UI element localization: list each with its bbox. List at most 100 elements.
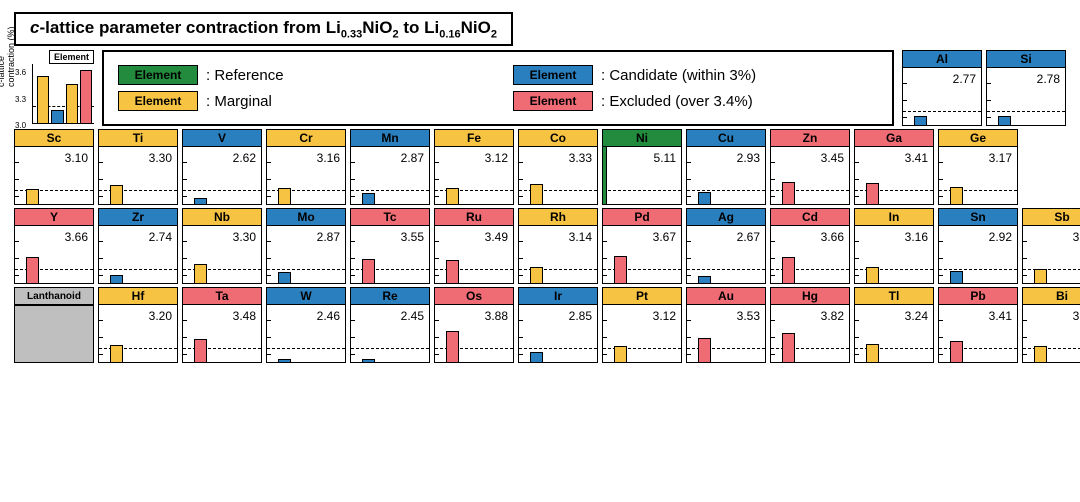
element-symbol: Hg xyxy=(770,287,850,305)
legend-item-reference: Element: Reference xyxy=(118,65,483,85)
element-symbol: V xyxy=(182,129,262,147)
bar xyxy=(446,331,459,362)
element-chart: 3.24 xyxy=(854,305,934,363)
bar xyxy=(866,267,879,284)
element-value: 2.93 xyxy=(737,151,760,165)
element-symbol: Zr xyxy=(98,208,178,226)
element-cell-Cu: Cu2.93 xyxy=(686,129,766,205)
bar xyxy=(950,271,963,283)
element-chart: 3.03 xyxy=(1022,226,1080,284)
legend-item-candidate: Element: Candidate (within 3%) xyxy=(513,65,878,85)
element-cell-Sb: Sb3.03 xyxy=(1022,208,1080,284)
element-cell-Tc: Tc3.55 xyxy=(350,208,430,284)
element-symbol: Tc xyxy=(350,208,430,226)
element-chart: 3.30 xyxy=(182,226,262,284)
element-chart: 3.12 xyxy=(602,305,682,363)
element-symbol: Ta xyxy=(182,287,262,305)
element-symbol: W xyxy=(266,287,346,305)
bar xyxy=(614,256,627,283)
element-value: 2.74 xyxy=(149,230,172,244)
element-cell-Nb: Nb3.30 xyxy=(182,208,262,284)
element-cell-Si: Si2.78 xyxy=(986,50,1066,126)
legend-swatch-candidate: Element xyxy=(513,65,593,85)
element-value: 3.20 xyxy=(149,309,172,323)
element-value: 5.11 xyxy=(654,151,676,165)
element-chart: 2.87 xyxy=(350,147,430,205)
element-value: 3.41 xyxy=(989,309,1012,323)
element-chart: 3.41 xyxy=(938,305,1018,363)
element-value: 3.30 xyxy=(149,151,172,165)
legend-text-excluded: : Excluded (over 3.4%) xyxy=(601,93,753,110)
element-chart: 3.10 xyxy=(14,147,94,205)
bar xyxy=(26,189,39,205)
element-chart: 3.66 xyxy=(770,226,850,284)
element-cell-Al: Al2.77 xyxy=(902,50,982,126)
element-symbol: Rh xyxy=(518,208,598,226)
element-symbol: In xyxy=(854,208,934,226)
element-value: 3.49 xyxy=(485,230,508,244)
element-symbol: Ru xyxy=(434,208,514,226)
element-symbol: Sc xyxy=(14,129,94,147)
element-chart: 3.17 xyxy=(938,147,1018,205)
element-cell-Hf: Hf3.20 xyxy=(98,287,178,363)
element-symbol: Cd xyxy=(770,208,850,226)
periodic-row-2: Y3.66Zr2.74Nb3.30Mo2.87Tc3.55Ru3.49Rh3.1… xyxy=(14,208,1066,284)
element-symbol: Pd xyxy=(602,208,682,226)
element-chart: 2.67 xyxy=(686,226,766,284)
element-chart: 3.82 xyxy=(770,305,850,363)
element-value: 3.12 xyxy=(1073,309,1080,323)
element-value: 3.12 xyxy=(485,151,508,165)
element-symbol: Nb xyxy=(182,208,262,226)
element-chart: 2.74 xyxy=(98,226,178,284)
element-cell-Fe: Fe 3.12 xyxy=(434,129,514,205)
element-value: 2.46 xyxy=(317,309,340,323)
element-cell-Os: Os3.88 xyxy=(434,287,514,363)
mini-ylabel: c-latticecontraction (%) xyxy=(0,27,16,88)
element-value: 2.62 xyxy=(233,151,256,165)
element-symbol: Re xyxy=(350,287,430,305)
element-symbol: Bi xyxy=(1022,287,1080,305)
element-cell-Zr: Zr 2.74 xyxy=(98,208,178,284)
element-value: 2.87 xyxy=(401,151,424,165)
element-symbol: Pt xyxy=(602,287,682,305)
bar xyxy=(866,183,879,205)
legend-item-excluded: Element: Excluded (over 3.4%) xyxy=(513,91,878,111)
element-value: 3.41 xyxy=(905,151,928,165)
bar xyxy=(698,192,711,204)
element-value: 2.85 xyxy=(569,309,592,323)
element-symbol: Fe xyxy=(434,129,514,147)
element-cell-Cd: Cd3.66 xyxy=(770,208,850,284)
element-cell-Co: Co3.33 xyxy=(518,129,598,205)
element-cell-Hg: Hg 3.82 xyxy=(770,287,850,363)
legend-text-reference: : Reference xyxy=(206,67,284,84)
element-value: 3.82 xyxy=(821,309,844,323)
element-symbol: Ge xyxy=(938,129,1018,147)
bar xyxy=(194,264,207,284)
legend-box: Element: ReferenceElement: Candidate (wi… xyxy=(102,50,894,126)
element-symbol: Ag xyxy=(686,208,766,226)
bar xyxy=(278,359,291,362)
element-chart: 3.66 xyxy=(14,226,94,284)
element-symbol: Ir xyxy=(518,287,598,305)
element-value: 3.17 xyxy=(989,151,1012,165)
element-cell-Pb: Pb3.41 xyxy=(938,287,1018,363)
element-cell-Ta: Ta 3.48 xyxy=(182,287,262,363)
element-symbol: Sn xyxy=(938,208,1018,226)
mini-legend-chart: c-latticecontraction (%) Element 3.63.33… xyxy=(14,50,94,124)
element-cell-Ag: Ag2.67 xyxy=(686,208,766,284)
bar xyxy=(446,188,459,204)
element-cell-Zn: Zn3.45 xyxy=(770,129,850,205)
element-symbol: Mo xyxy=(266,208,346,226)
element-value: 3.48 xyxy=(233,309,256,323)
element-cell-Y: Y3.66 xyxy=(14,208,94,284)
element-chart: 2.45 xyxy=(350,305,430,363)
element-cell-Ga: Ga3.41 xyxy=(854,129,934,205)
bar xyxy=(194,339,207,362)
element-cell-W: W 2.46 xyxy=(266,287,346,363)
bar xyxy=(446,260,459,283)
periodic-row-1: Sc3.10Ti3.30V2.62Cr3.16Mn2.87Fe3.12Co3.3… xyxy=(14,129,1066,205)
bar xyxy=(110,185,123,205)
element-chart: 3.53 xyxy=(686,305,766,363)
header-row: c-latticecontraction (%) Element 3.63.33… xyxy=(14,50,1066,126)
bar xyxy=(362,193,375,204)
